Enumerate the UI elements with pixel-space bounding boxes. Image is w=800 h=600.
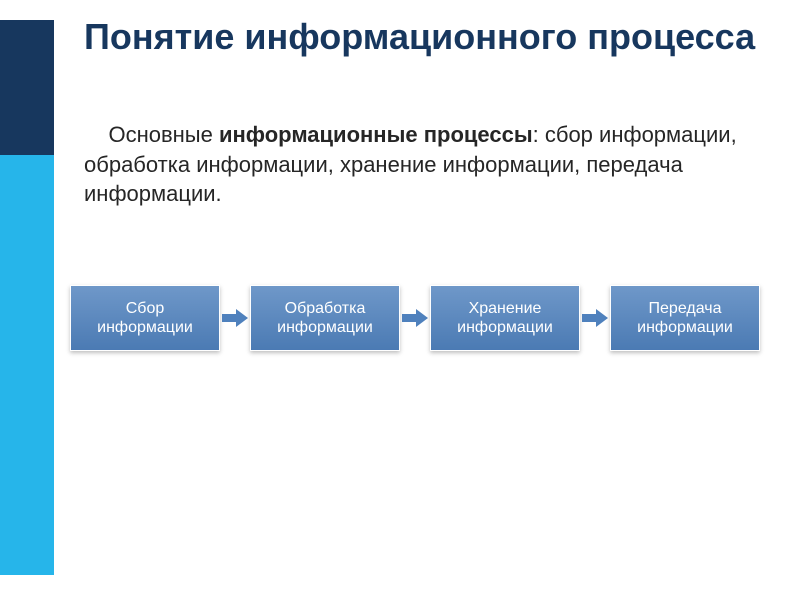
flow-box-store: Хранение информации	[430, 285, 580, 351]
flow-box-collect: Сбор информации	[70, 285, 220, 351]
page-title: Понятие информационного процесса	[84, 18, 774, 57]
body-indent	[84, 122, 108, 147]
body-paragraph: Основные информационные процессы: сбор и…	[84, 120, 764, 209]
slide: Понятие информационного процесса Основны…	[0, 0, 800, 600]
flow-box-line: Обработка	[285, 299, 366, 318]
sidebar-accent-light	[0, 155, 54, 575]
flow-box-line: информации	[277, 318, 373, 337]
flow-box-line: информации	[637, 318, 733, 337]
body-prefix: Основные	[108, 122, 219, 147]
arrow-icon	[580, 309, 610, 327]
body-bold: информационные процессы	[219, 122, 533, 147]
flow-box-process: Обработка информации	[250, 285, 400, 351]
flow-box-line: Сбор	[126, 299, 165, 318]
flow-box-line: информации	[457, 318, 553, 337]
arrow-icon	[400, 309, 430, 327]
flow-box-transfer: Передача информации	[610, 285, 760, 351]
flow-box-line: Хранение	[469, 299, 542, 318]
flow-box-line: информации	[97, 318, 193, 337]
arrow-icon	[220, 309, 250, 327]
flowchart: Сбор информации Обработка информации Хра…	[70, 285, 760, 351]
sidebar-accent-dark	[0, 20, 54, 155]
flow-box-line: Передача	[649, 299, 722, 318]
